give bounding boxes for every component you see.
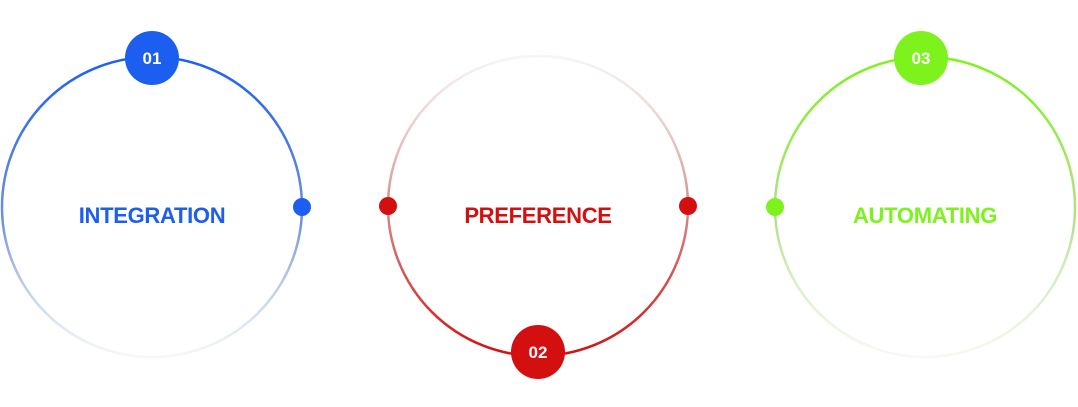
step-number-badge xyxy=(511,325,565,379)
connector-dot-right xyxy=(293,198,311,216)
connector-dot-left xyxy=(766,198,784,216)
step-number-badge xyxy=(125,31,179,85)
connector-dot-right xyxy=(679,197,697,215)
step-label: INTEGRATION xyxy=(79,203,226,228)
step-number: 02 xyxy=(529,343,548,362)
step-label: PREFERENCE xyxy=(464,203,611,228)
step-number-badge xyxy=(894,31,948,85)
step-integration: 01 INTEGRATION xyxy=(0,31,311,359)
step-number: 03 xyxy=(912,49,931,68)
step-preference: 02 PREFERENCE xyxy=(379,54,697,379)
step-automating: 03 AUTOMATING xyxy=(766,31,1077,359)
connector-dot-left xyxy=(379,197,397,215)
step-label: AUTOMATING xyxy=(853,203,997,228)
step-number: 01 xyxy=(143,49,162,68)
